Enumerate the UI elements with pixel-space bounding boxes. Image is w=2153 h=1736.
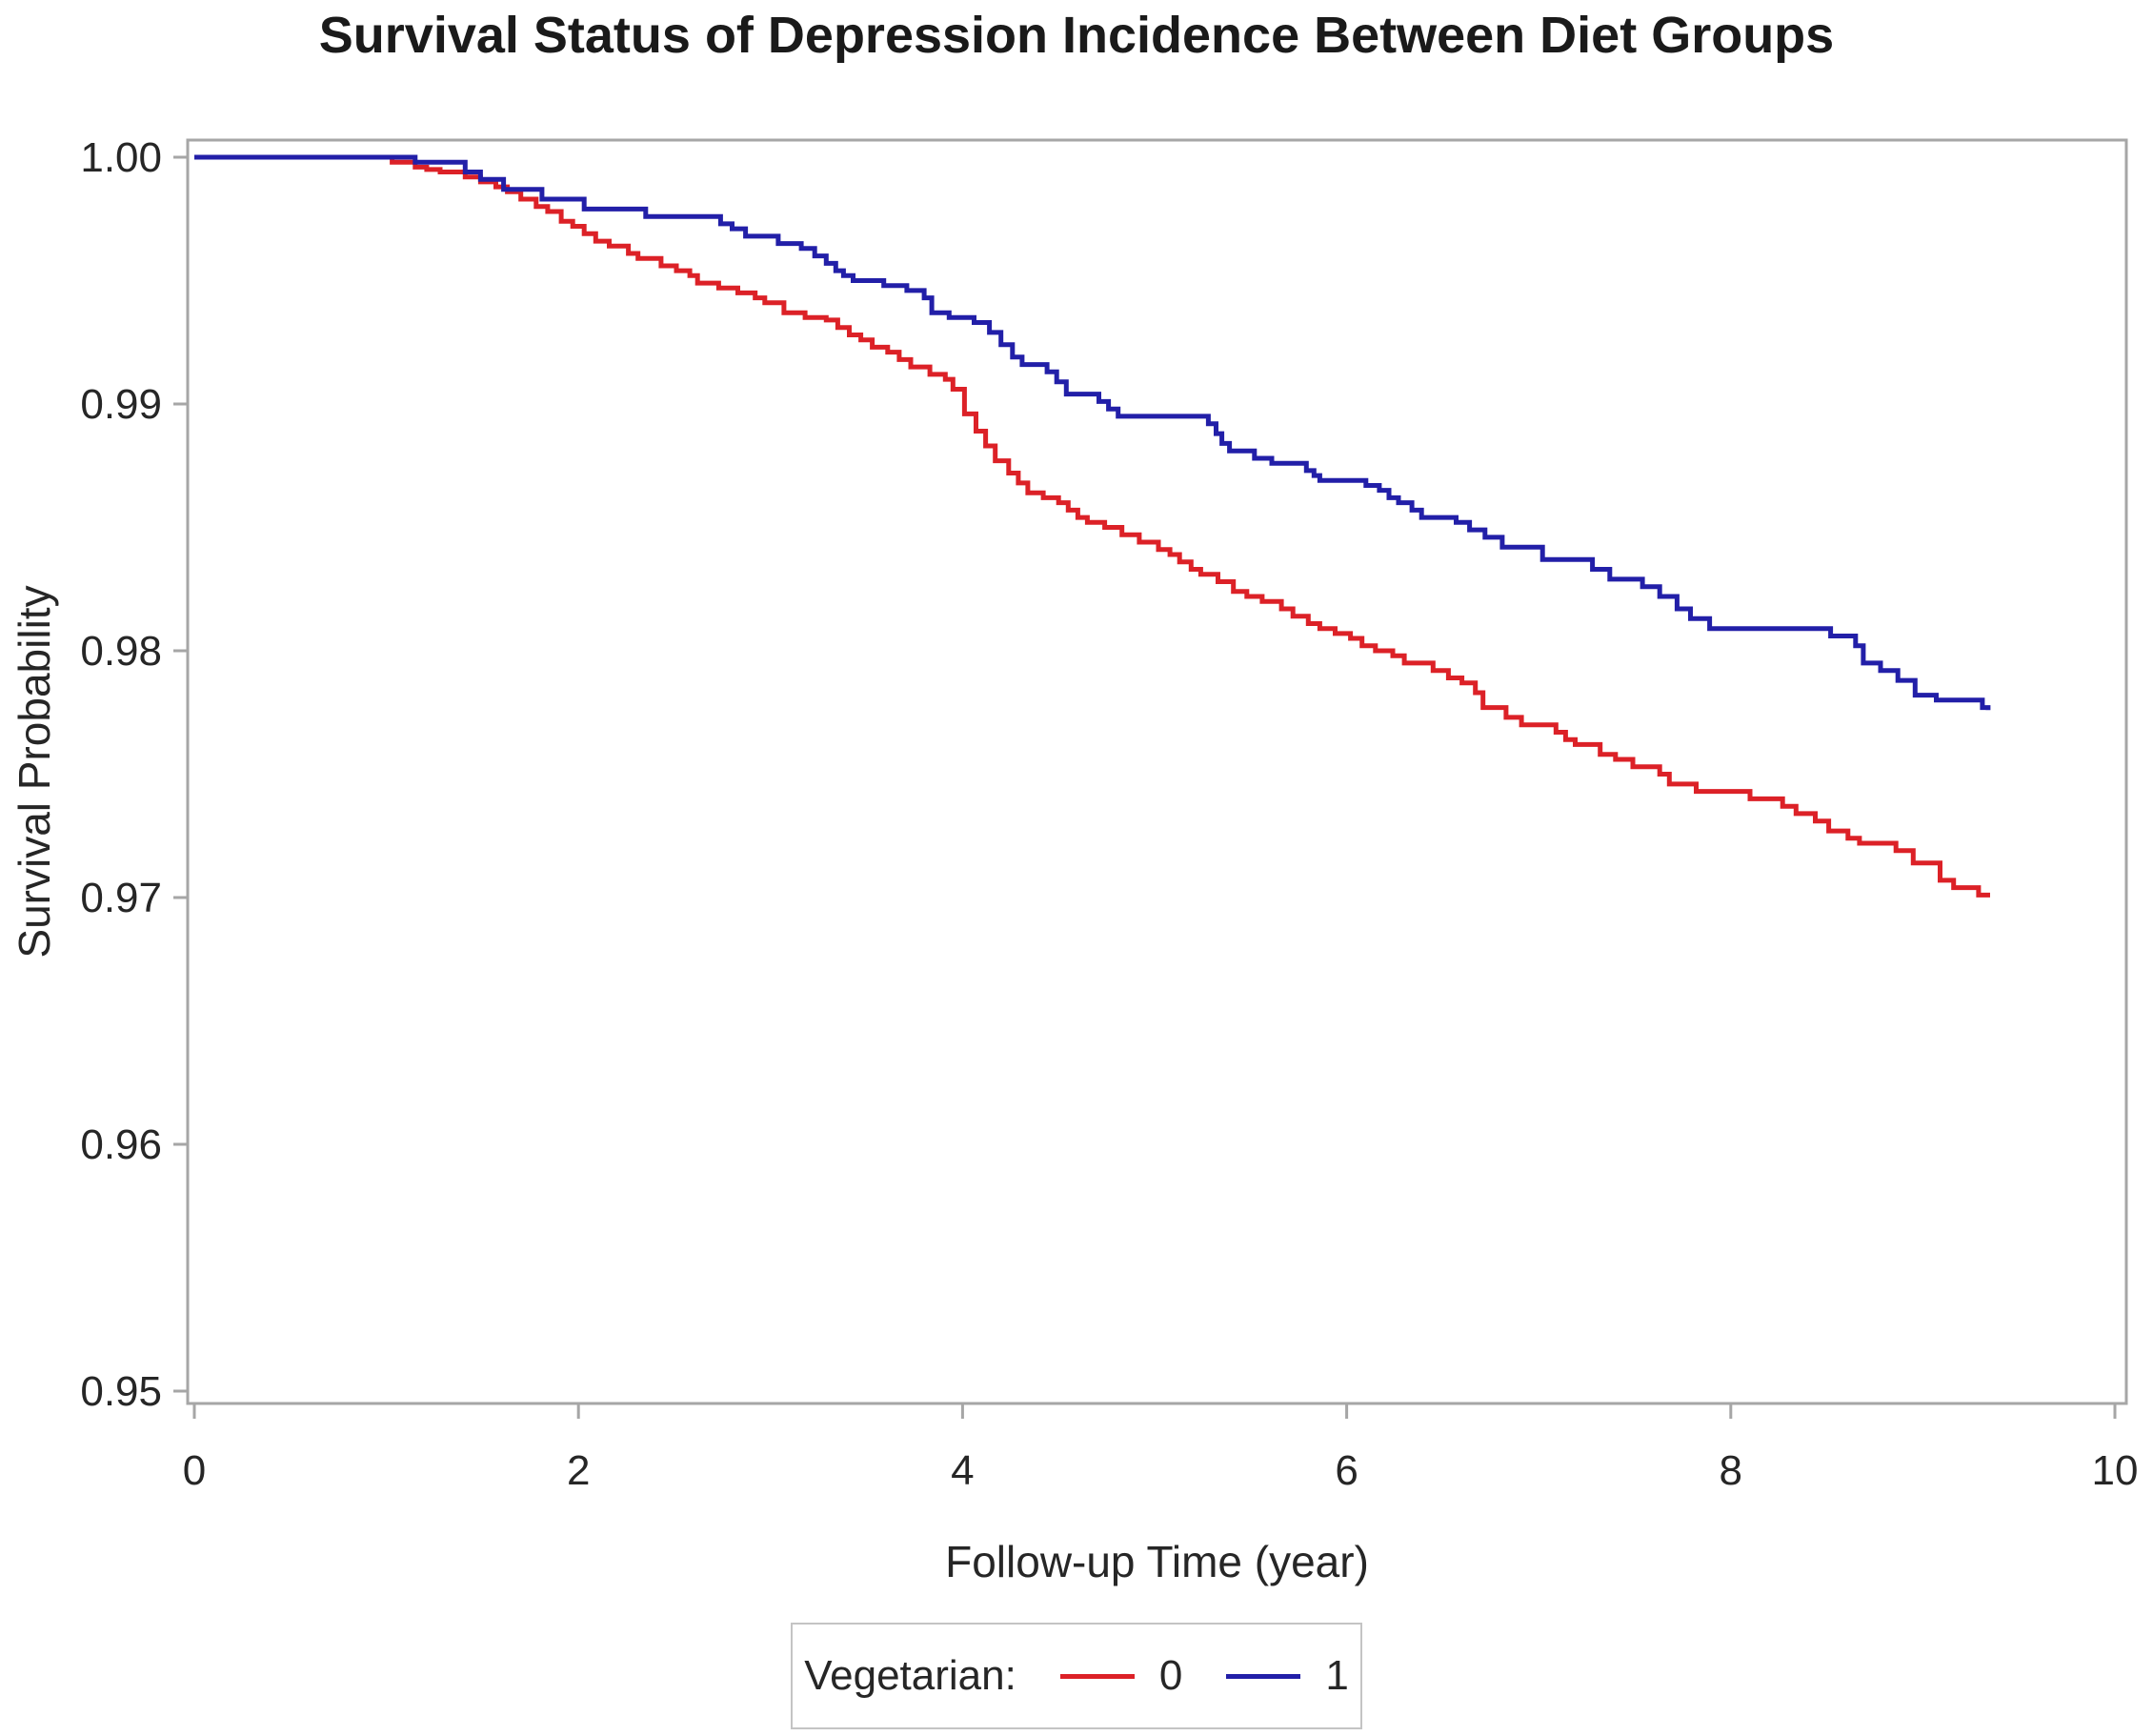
y-axis-title: Survival Probability <box>10 585 59 959</box>
x-tick-label: 2 <box>567 1447 590 1494</box>
legend-label-veg0: 0 <box>1158 1652 1183 1699</box>
y-tick-label: 1.00 <box>80 134 162 181</box>
x-tick-label: 0 <box>183 1447 206 1494</box>
y-tick-label: 0.98 <box>80 628 162 675</box>
x-axis-ticks <box>192 1403 2117 1419</box>
x-tick-label: 4 <box>951 1447 974 1494</box>
legend-box: Vegetarian: 0 1 <box>791 1623 1362 1729</box>
survival-curves <box>194 154 1991 898</box>
y-tick-label: 0.99 <box>80 381 162 428</box>
x-tick-label: 8 <box>1720 1447 1742 1494</box>
y-axis-tick-labels: 1.00 0.99 0.98 0.97 0.96 0.95 <box>80 134 162 1415</box>
x-tick-label: 6 <box>1335 1447 1358 1494</box>
legend-label-veg1: 1 <box>1325 1652 1349 1699</box>
x-axis-tick-labels: 0 2 4 6 8 10 <box>183 1447 2139 1494</box>
y-tick-label: 0.95 <box>80 1368 162 1415</box>
y-tick-label: 0.97 <box>80 875 162 921</box>
legend-line-swatch-veg1 <box>1226 1673 1301 1679</box>
chart-title: Survival Status of Depression Incidence … <box>318 7 1835 64</box>
km-curve-veg0 <box>194 154 1990 898</box>
legend-entry-veg1: 1 <box>1226 1652 1349 1700</box>
x-tick-label: 10 <box>2092 1447 2139 1494</box>
km-curve-veg1 <box>194 154 1991 711</box>
legend-entry-veg0: 0 <box>1059 1652 1183 1700</box>
plot-frame <box>186 138 2128 1405</box>
legend-line-swatch-veg0 <box>1059 1673 1135 1679</box>
x-axis-title: Follow-up Time (year) <box>945 1537 1369 1586</box>
legend-title: Vegetarian: <box>804 1652 1016 1699</box>
y-tick-label: 0.96 <box>80 1121 162 1168</box>
y-axis-ticks <box>173 155 188 1393</box>
